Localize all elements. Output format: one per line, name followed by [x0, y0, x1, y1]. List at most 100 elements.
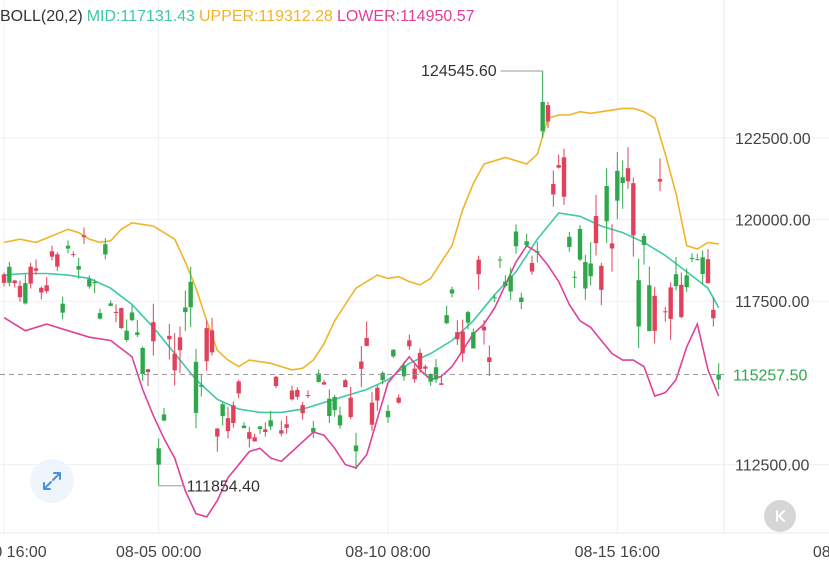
candle-body [156, 448, 161, 465]
annotations: 115257.50 124545.60 111854.40 [0, 63, 829, 496]
candle-body [476, 259, 481, 275]
expand-arrows-icon [43, 472, 61, 490]
candle-body [236, 381, 241, 394]
candle-body [684, 275, 689, 288]
candle-body [705, 259, 711, 284]
candle-body [364, 337, 369, 346]
candle-body [209, 330, 215, 353]
bollinger-bands [3, 107, 720, 518]
candle-body [65, 245, 71, 249]
x-tick-label: 07-30 16:00 [0, 544, 47, 561]
candle-body [97, 313, 103, 319]
candle-body [177, 337, 183, 351]
candle-body [33, 268, 39, 271]
candle-body [108, 303, 113, 306]
band-mid-line [3, 212, 720, 414]
candle-body [599, 265, 604, 290]
high-price-label: 124545.60 [421, 63, 497, 80]
candle-body [396, 397, 401, 403]
candle-body [668, 287, 673, 319]
candle-body [1, 274, 7, 283]
indicator-name: BOLL(20,2) [0, 8, 83, 25]
indicator-upper-value: UPPER:119312.28 [198, 8, 333, 25]
candle-body [497, 259, 503, 261]
candle-body [311, 427, 316, 433]
candle-body [273, 376, 279, 387]
candle-body [695, 259, 700, 261]
candle-body [119, 308, 124, 328]
candle-body [337, 415, 343, 426]
candle-body [535, 251, 540, 253]
scroll-to-latest-button[interactable] [764, 500, 796, 532]
candle-body [172, 353, 177, 371]
candle-body [188, 281, 193, 308]
chevron-left-icon [776, 510, 785, 522]
indicator-lower-value: LOWER:114950.57 [336, 8, 475, 25]
candle-body [359, 361, 364, 369]
axes: 122500.00 120000.00 117500.00 112500.00 07-3… [0, 131, 829, 561]
candle-body [471, 332, 476, 349]
candle-body [343, 380, 348, 388]
candle-body [551, 183, 556, 195]
expand-button[interactable] [30, 459, 74, 503]
candle-body [151, 322, 156, 342]
candle-body [561, 157, 567, 197]
candle-body [412, 368, 417, 380]
candle-body [295, 389, 300, 397]
candle-body [332, 397, 337, 411]
candle-body [369, 402, 375, 425]
candle-body [7, 266, 12, 283]
candle-body [572, 276, 577, 278]
candle-body [135, 332, 140, 335]
candle-body [220, 404, 225, 417]
candle-body [231, 405, 236, 423]
candle-body [327, 398, 332, 417]
candle-body [439, 383, 444, 385]
candle-body [55, 254, 60, 267]
candle-body [481, 326, 487, 331]
candle-body [380, 372, 385, 381]
candle-body [81, 235, 87, 238]
candle-body [129, 312, 135, 321]
candle-body [625, 168, 631, 182]
candle-body [609, 243, 615, 249]
candle-body [140, 347, 145, 374]
x-tick-label: 08-05 00:00 [116, 544, 202, 561]
candle-body [279, 430, 284, 434]
band-upper-line [3, 107, 719, 371]
candle-body [460, 331, 465, 354]
candle-body [449, 289, 455, 294]
candle-body [23, 283, 28, 304]
candle-body [465, 312, 471, 323]
candle-body [92, 281, 97, 284]
candle-body [321, 382, 327, 385]
candle-body [247, 432, 252, 439]
candle-body [17, 285, 23, 298]
candle-body [241, 425, 247, 429]
candle-body [252, 437, 257, 442]
candle-body [620, 177, 625, 183]
candles [1, 70, 721, 486]
candle-body [663, 311, 668, 313]
candle-body [268, 420, 273, 427]
grid-lines [0, 0, 829, 534]
candle-body [39, 287, 44, 293]
candle-body [300, 405, 305, 414]
candle-body [593, 216, 599, 244]
candle-body [711, 309, 716, 319]
candle-body [193, 361, 199, 413]
candle-body [583, 262, 588, 289]
candle-body [225, 418, 231, 432]
candle-body [49, 251, 55, 257]
current-price-label: 115257.50 [733, 368, 808, 385]
candle-body [631, 183, 636, 236]
candle-body [529, 262, 535, 272]
candle-body [636, 280, 641, 327]
candle-body [433, 367, 439, 380]
candle-body [113, 311, 119, 313]
candle-body [28, 266, 33, 284]
candle-body [700, 257, 705, 275]
candle-body [503, 281, 508, 286]
